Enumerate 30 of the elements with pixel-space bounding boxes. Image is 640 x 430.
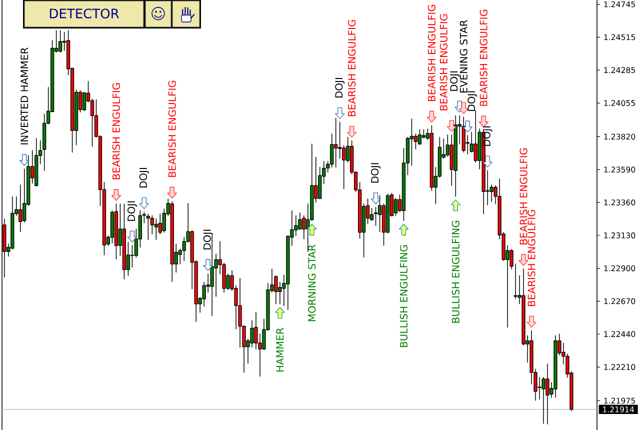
annotation: DETECTOR bbox=[50, 8, 119, 18]
annotation: BEARISH ENGULFIG bbox=[168, 80, 176, 177]
annotation: EVENING STAR bbox=[460, 20, 468, 92]
annotation: DOJI bbox=[139, 168, 149, 188]
candlestick bbox=[34, 138, 38, 187]
candlestick bbox=[454, 115, 458, 197]
candlestick bbox=[554, 335, 558, 398]
annotation: DOJI bbox=[127, 201, 137, 221]
annotation: DOJI bbox=[335, 78, 345, 98]
annotation: BEARISH ENGULFIG bbox=[480, 10, 488, 106]
candlestick bbox=[546, 364, 550, 424]
candlestick bbox=[122, 204, 126, 280]
candlestick bbox=[170, 201, 174, 282]
annotation: DOJI bbox=[468, 91, 478, 111]
annotation: INVERTED HAMMER bbox=[20, 48, 28, 144]
annotation: BEARISH ENGULFIG bbox=[428, 4, 436, 101]
annotation: MORNING STAR bbox=[308, 244, 316, 322]
annotation: DOJI bbox=[203, 230, 213, 250]
annotation: BEARISH ENGULFIG bbox=[348, 20, 356, 116]
annotation: BEARISH ENGULFIG bbox=[528, 210, 536, 306]
annotation: HAMMER bbox=[276, 328, 284, 372]
annotation: DOJI bbox=[371, 163, 380, 183]
annotation: BULLISH ENGULFING bbox=[400, 245, 408, 348]
annotation: BEARISH ENGULFIG bbox=[520, 148, 528, 244]
annotation: BEARISH ENGULFIG bbox=[440, 14, 448, 110]
annotation: DOJI bbox=[450, 71, 460, 91]
annotation: BULLISH ENGULFING bbox=[452, 220, 460, 323]
candlestick bbox=[114, 204, 118, 260]
annotation: DOJI bbox=[482, 126, 492, 146]
annotation: BEARISH ENGULFIG bbox=[112, 83, 120, 180]
